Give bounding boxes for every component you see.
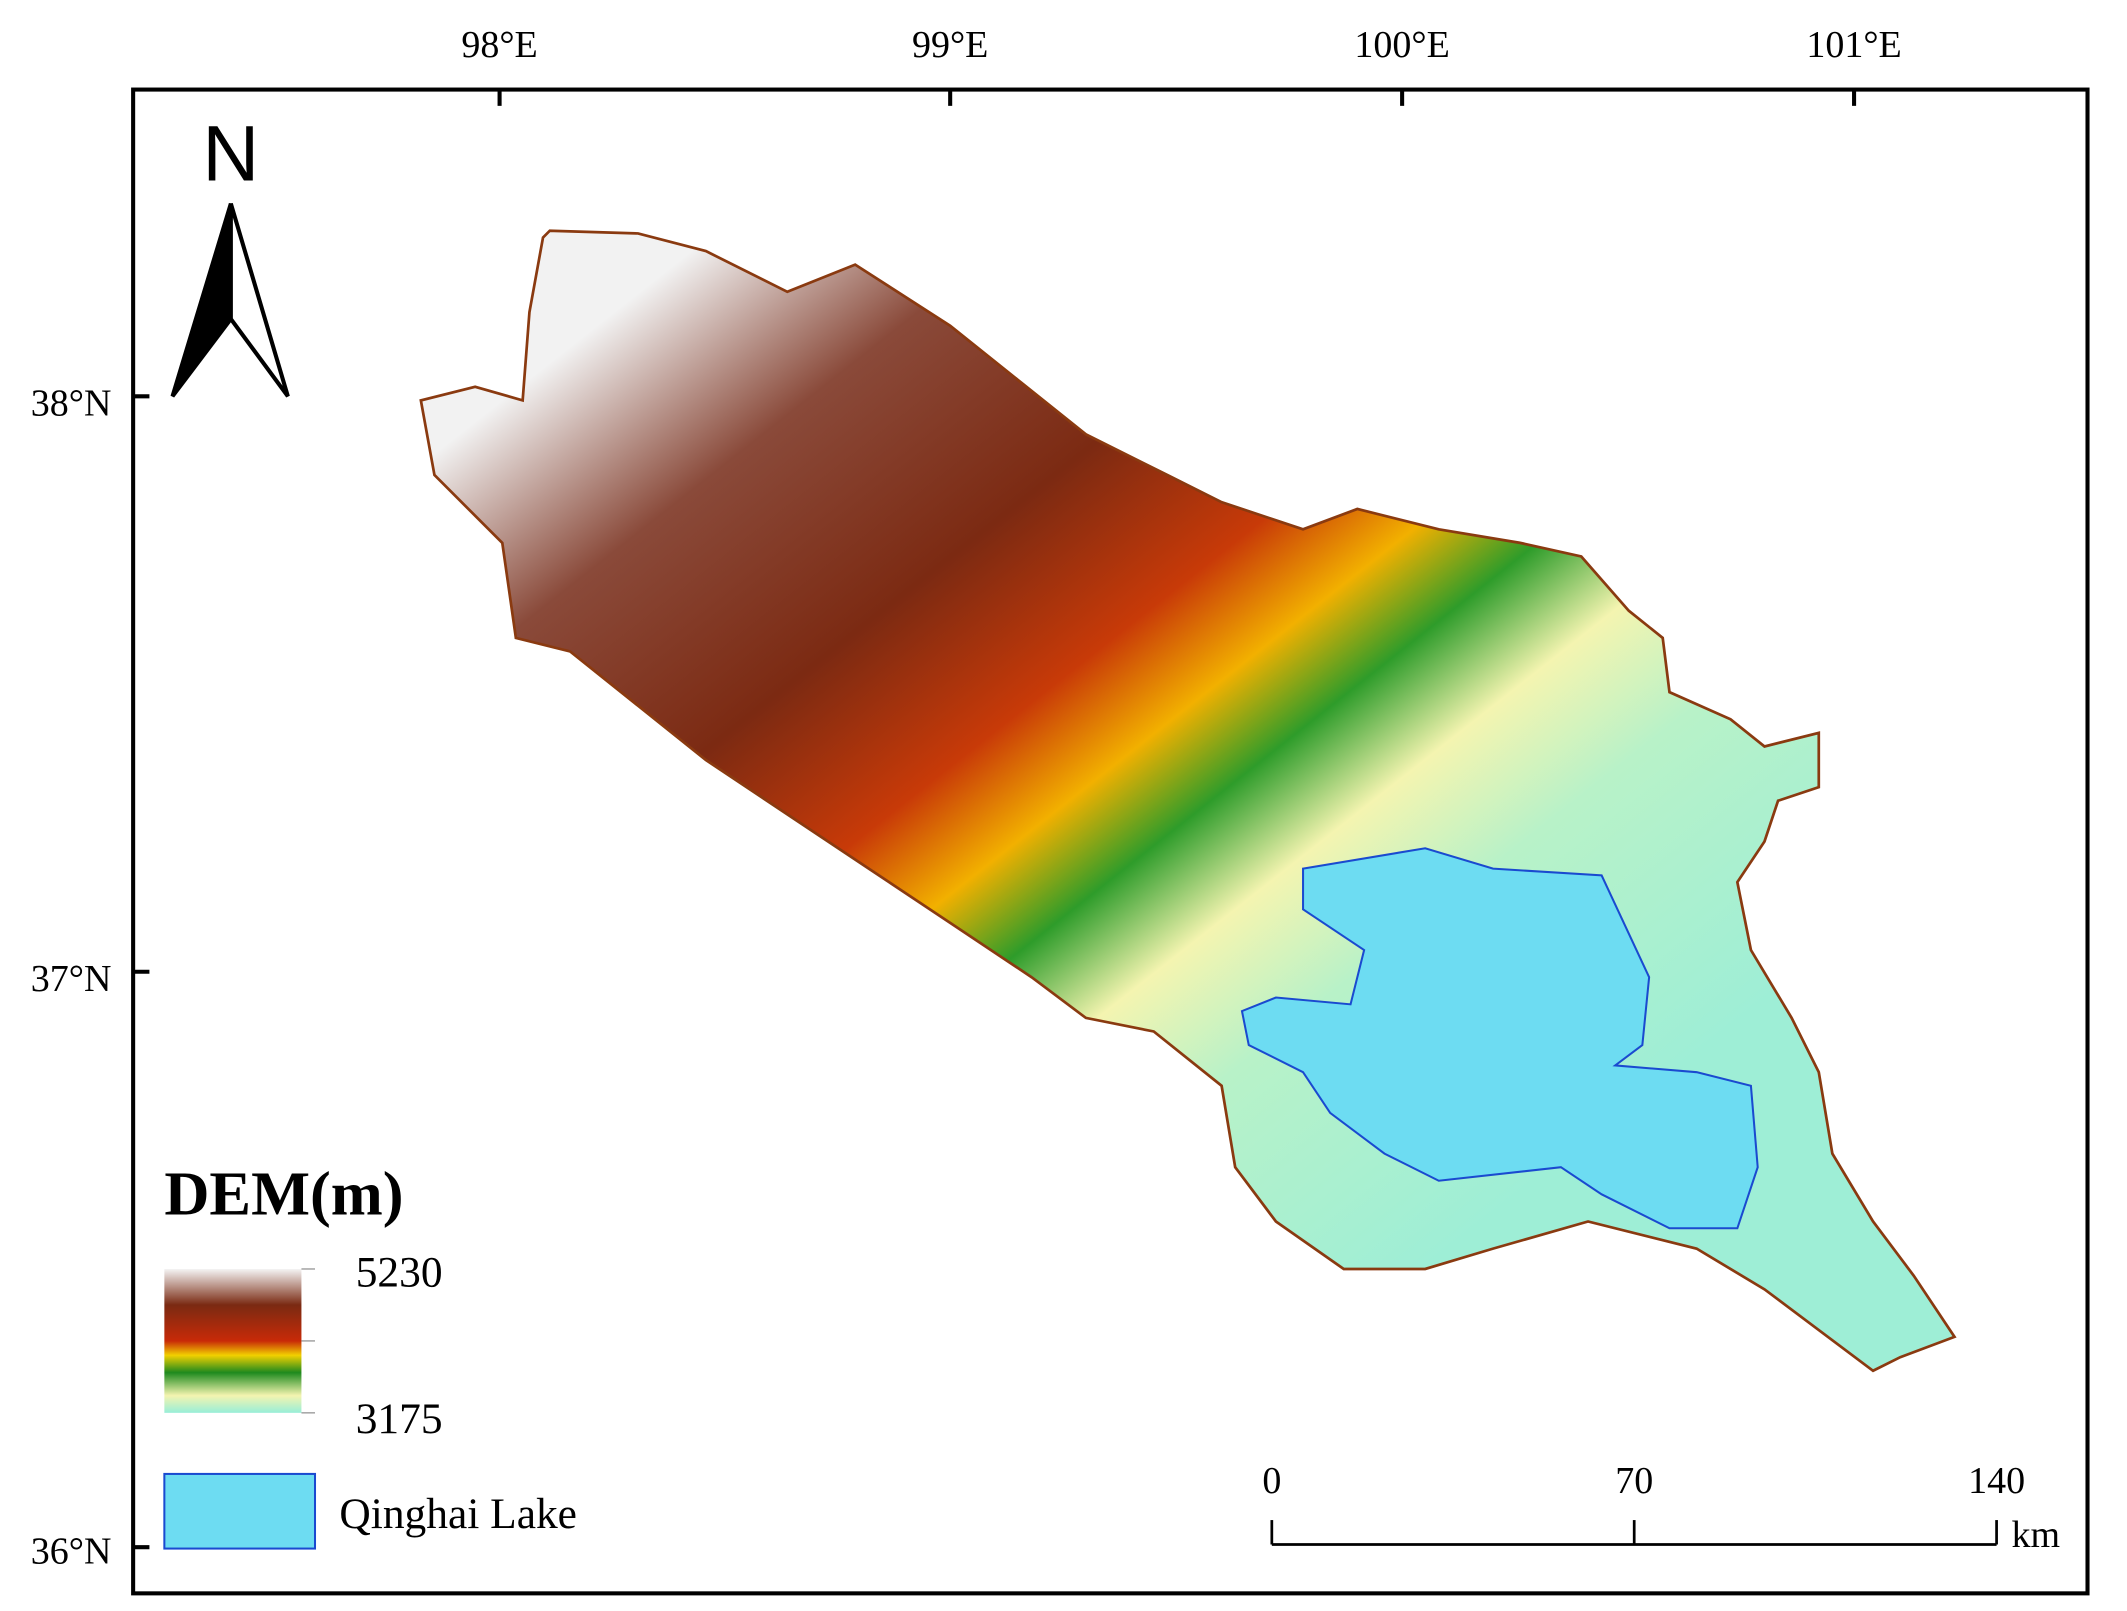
legend: DEM(m) 5230 3175 Qinghai Lake xyxy=(163,1159,577,1550)
lat-label: 38°N xyxy=(31,382,112,424)
lon-label: 99°E xyxy=(912,24,988,66)
scale-bar: km 0 70 140 xyxy=(1262,1460,2060,1556)
north-arrow: N xyxy=(170,110,290,398)
scale-label: 0 xyxy=(1262,1460,1281,1502)
arrow-right xyxy=(228,203,290,398)
lake-label: Qinghai Lake xyxy=(339,1490,577,1538)
lat-label: 37°N xyxy=(31,958,112,1000)
lon-label: 98°E xyxy=(461,24,537,66)
scale-label: 140 xyxy=(1968,1460,2025,1502)
lat-label: 36°N xyxy=(31,1530,112,1572)
arrow-left xyxy=(170,202,233,398)
legend-min: 3175 xyxy=(356,1395,443,1443)
north-label: N xyxy=(202,110,259,198)
scale-label: 70 xyxy=(1615,1460,1653,1502)
legend-max: 5230 xyxy=(356,1249,443,1297)
lake-swatch xyxy=(163,1472,317,1550)
map-frame xyxy=(131,87,2090,1596)
lat-ticks: 38°N 37°N 36°N xyxy=(31,382,150,1572)
qinghai-lake xyxy=(1240,847,1759,1230)
scale-unit: km xyxy=(2012,1514,2061,1556)
dem-color-bar xyxy=(164,1268,302,1413)
lon-label: 100°E xyxy=(1354,24,1449,66)
lon-ticks: 98°E 99°E 100°E 101°E xyxy=(461,24,1902,106)
lon-label: 101°E xyxy=(1806,24,1901,66)
legend-title: DEM(m) xyxy=(164,1159,403,1229)
